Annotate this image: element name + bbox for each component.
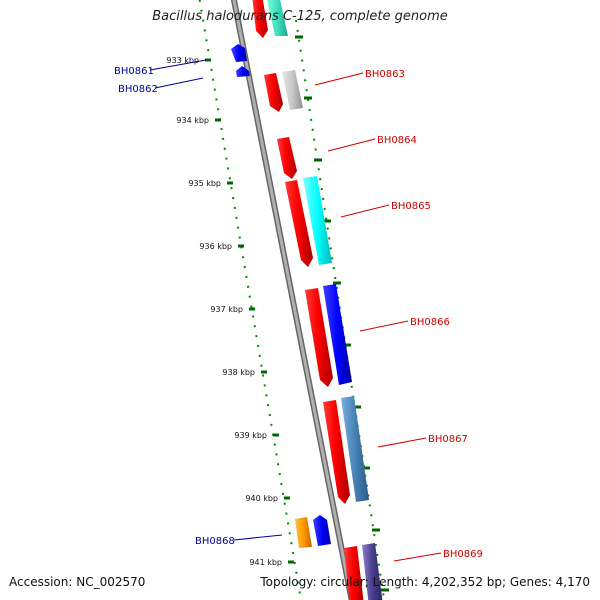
gene-feature-BH0867-red <box>323 400 350 504</box>
gene-features <box>231 0 383 600</box>
tick-label: 938 kbp <box>222 368 255 377</box>
gene-leader-line <box>327 138 376 152</box>
gene-labels: BH0861 BH0862 BH0863 BH0864 BH0865 BH0866 BH08… <box>114 59 483 562</box>
gene-feature-BH0865-cyan <box>303 176 332 265</box>
tick-label: 941 kbp <box>249 558 282 567</box>
gene-feature-BH0866-red <box>305 288 333 387</box>
gene-feature-BH0868-orange <box>295 517 312 548</box>
gene-feature-BH0862 <box>236 66 250 77</box>
gene-leader-line <box>154 77 204 89</box>
gene-feature-BH0866-blue <box>323 284 352 385</box>
gene-feature-BH0869-red <box>344 546 364 600</box>
accession-text: Accession: NC_002570 <box>9 575 146 589</box>
gene-feature-BH0869-purple <box>362 543 383 600</box>
tick-label: 939 kbp <box>234 431 267 440</box>
tick-label: 937 kbp <box>210 305 243 314</box>
gene-leader-line <box>359 320 409 332</box>
tick-labels: 933 kbp 934 kbp 935 kbp 936 kbp 937 kbp 938 k… <box>166 56 282 567</box>
gene-feature-BH0863-red <box>264 73 283 112</box>
summary-text: Topology: circular; Length: 4,202,352 bp… <box>260 575 590 589</box>
gene-label-BH0866[interactable]: BH0866 <box>410 317 450 328</box>
gene-feature-top-teal <box>267 0 288 36</box>
gene-label-BH0863[interactable]: BH0863 <box>365 69 405 80</box>
gene-label-BH0864[interactable]: BH0864 <box>377 135 417 146</box>
gene-feature-BH0863-gray <box>282 70 303 110</box>
gene-leader-line <box>149 59 207 71</box>
tick-label: 933 kbp <box>166 56 199 65</box>
gene-leader-line <box>393 552 442 562</box>
tick-label: 936 kbp <box>199 242 232 251</box>
map-title: Bacillus halodurans C-125, complete geno… <box>152 9 448 24</box>
tick-label: 935 kbp <box>188 179 221 188</box>
gene-feature-BH0864 <box>277 137 297 179</box>
gene-label-BH0865[interactable]: BH0865 <box>391 201 431 212</box>
gene-leader-line <box>340 204 390 218</box>
gene-label-BH0867[interactable]: BH0867 <box>428 434 468 445</box>
gene-feature-BH0868-blue <box>313 515 331 546</box>
gene-label-BH0861[interactable]: BH0861 <box>114 66 154 77</box>
gene-label-BH0869[interactable]: BH0869 <box>443 549 483 560</box>
gene-leader-line <box>314 72 364 86</box>
backbone <box>230 0 355 600</box>
gene-feature-top-red <box>252 0 268 38</box>
gene-feature-BH0861 <box>231 44 247 62</box>
gene-leader-line <box>377 437 427 448</box>
gene-label-BH0868[interactable]: BH0868 <box>195 536 235 547</box>
gene-leader-line <box>233 534 283 541</box>
gene-label-BH0862[interactable]: BH0862 <box>118 84 158 95</box>
tick-label: 934 kbp <box>176 116 209 125</box>
gene-feature-BH0867-steel <box>341 396 369 502</box>
tick-label: 940 kbp <box>245 494 278 503</box>
gene-feature-BH0865-red <box>285 180 313 267</box>
